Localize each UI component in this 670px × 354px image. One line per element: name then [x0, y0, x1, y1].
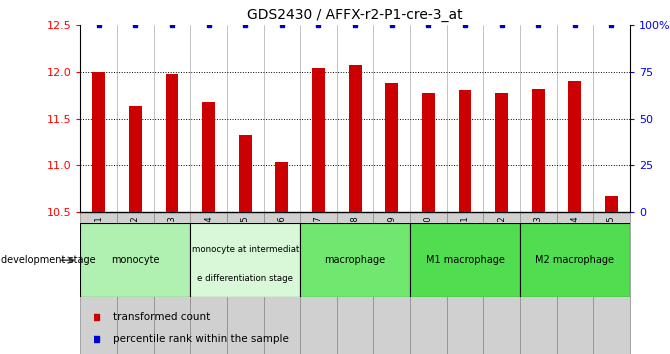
Bar [495, 93, 508, 212]
Bar [422, 93, 435, 212]
Bar [348, 65, 362, 212]
Bar [593, 212, 630, 354]
Bar [239, 136, 252, 212]
Text: e differentiation stage: e differentiation stage [197, 274, 293, 283]
Text: M1 macrophage: M1 macrophage [425, 255, 505, 265]
Bar [458, 90, 472, 212]
Bar [520, 212, 557, 354]
Bar [337, 212, 373, 354]
Text: macrophage: macrophage [324, 255, 386, 265]
Text: transformed count: transformed count [113, 312, 210, 322]
Bar [227, 212, 263, 354]
Bar [190, 223, 300, 297]
Bar [373, 212, 410, 354]
Bar [202, 102, 215, 212]
Bar [117, 212, 153, 354]
Bar [605, 195, 618, 212]
Bar [568, 81, 582, 212]
Bar [385, 83, 398, 212]
Bar [92, 72, 105, 212]
Title: GDS2430 / AFFX-r2-P1-cre-3_at: GDS2430 / AFFX-r2-P1-cre-3_at [247, 8, 463, 22]
Bar [520, 223, 630, 297]
Bar [447, 212, 483, 354]
Bar [263, 212, 300, 354]
Bar [483, 212, 520, 354]
Bar [275, 162, 288, 212]
Text: monocyte at intermediat: monocyte at intermediat [192, 245, 299, 253]
Bar [410, 212, 447, 354]
Text: development stage: development stage [1, 255, 96, 265]
Bar [80, 223, 190, 297]
Bar [190, 212, 227, 354]
Bar [165, 74, 178, 212]
Bar [153, 212, 190, 354]
Bar [532, 88, 545, 212]
Bar [300, 223, 410, 297]
Text: percentile rank within the sample: percentile rank within the sample [113, 335, 288, 344]
Bar [300, 212, 337, 354]
Text: monocyte: monocyte [111, 255, 159, 265]
Bar [410, 223, 520, 297]
Bar [80, 212, 117, 354]
Text: M2 macrophage: M2 macrophage [535, 255, 614, 265]
Bar [129, 107, 142, 212]
Bar [557, 212, 593, 354]
Bar [312, 68, 325, 212]
